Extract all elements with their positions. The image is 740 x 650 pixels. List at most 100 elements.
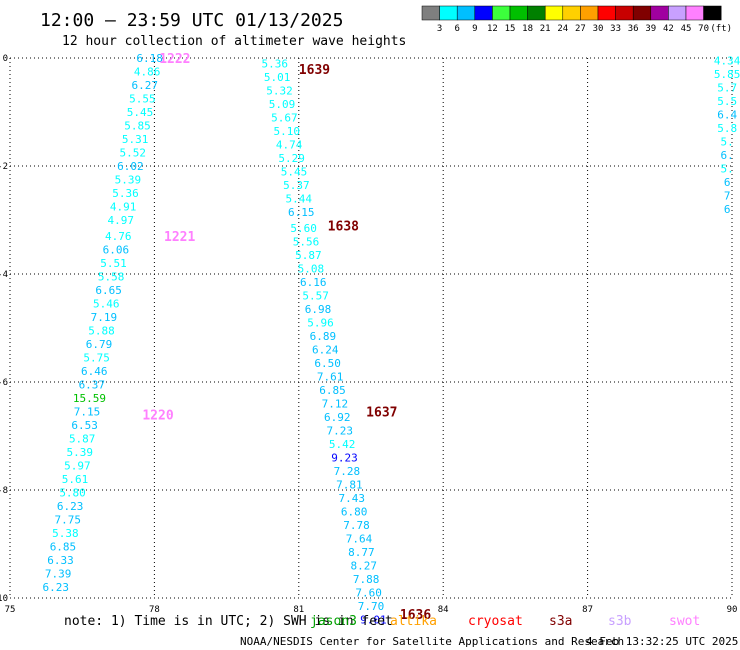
legend-swatch <box>632 5 652 21</box>
wave-height-value: 7.75 <box>55 514 82 527</box>
wave-height-value: 6 <box>724 176 731 189</box>
wave-height-value: 9.23 <box>331 452 358 465</box>
legend-label: 18 <box>522 24 533 34</box>
wave-height-value: 7.39 <box>45 568 72 581</box>
wave-height-value: 6 <box>724 203 731 216</box>
wave-height-value: 5.85 <box>714 68 740 81</box>
wave-height-value: 6.24 <box>312 344 339 357</box>
wave-height-value: 7.28 <box>334 465 361 478</box>
wave-height-value: 5.38 <box>52 527 79 540</box>
wave-height-value: 5.88 <box>88 325 115 338</box>
wave-height-value: 5.39 <box>115 174 142 187</box>
wave-height-value: 5.45 <box>281 165 308 178</box>
wave-height-value: 7.12 <box>322 398 349 411</box>
wave-height-value: 5.32 <box>266 84 293 97</box>
legend-swatch <box>597 5 616 21</box>
wave-height-value: 4.74 <box>276 138 303 151</box>
wave-height-value: 6.33 <box>47 554 74 567</box>
wave-height-value: 6.85 <box>50 541 77 554</box>
timestamp-text: 4 Feb 13:32:25 UTC 2025 <box>586 635 738 648</box>
wave-height-value: 6.06 <box>103 244 130 257</box>
legend-swatch <box>685 5 704 21</box>
legend-label: 45 <box>681 24 692 34</box>
wave-height-value: 5.60 <box>290 222 317 235</box>
wave-height-value: 5.01 <box>264 71 291 84</box>
legend-label: 70 <box>698 24 709 34</box>
wave-height-value: 6.37 <box>79 379 106 392</box>
x-tick-label: 84 <box>438 605 449 615</box>
time-label: 1220 <box>142 408 173 423</box>
wave-height-value: 7.23 <box>326 425 353 438</box>
legend-swatch <box>492 5 511 21</box>
legend-label: 30 <box>593 24 604 34</box>
wave-height-value: 6.23 <box>57 500 84 513</box>
wave-height-value: 5.87 <box>69 433 96 446</box>
legend-swatch <box>703 5 722 21</box>
data-labels: 6.184.866.275.555.455.855.315.526.025.39… <box>42 52 740 627</box>
wave-height-value: 6.46 <box>81 365 108 378</box>
wave-height-value: 6.89 <box>310 330 337 343</box>
wave-height-value: 5.37 <box>283 179 310 192</box>
wave-height-value: 4.76 <box>105 230 132 243</box>
y-tick-label: 0 <box>3 54 8 64</box>
wave-height-value: 5.09 <box>269 98 296 111</box>
wave-height-value: 7.70 <box>358 600 385 613</box>
legend-label: (ft) <box>710 24 732 34</box>
wave-height-value: 6.50 <box>314 357 341 370</box>
legend-swatch <box>615 5 634 21</box>
y-tick-label: -10 <box>0 594 8 604</box>
satellite-name: altika <box>390 614 437 629</box>
wave-height-value: 5.56 <box>293 236 320 249</box>
wave-height-value: 4.86 <box>134 66 161 79</box>
wave-height-value: 7 <box>724 190 731 203</box>
legend-swatch <box>650 5 669 21</box>
wave-height-value: 7.88 <box>353 573 380 586</box>
wave-height-value: 5.36 <box>112 187 139 200</box>
wave-height-value: 6.02 <box>117 160 144 173</box>
wave-height-value: 5.58 <box>98 271 125 284</box>
satellite-legend: jason3 altika cryosat s3a s3b swot <box>310 614 700 629</box>
wave-height-value: 7.81 <box>336 479 363 492</box>
footnote: note: 1) Time is in UTC; 2) SWH is in fe… <box>64 614 393 629</box>
legend-label: 3 <box>437 24 442 34</box>
y-tick-label: -6 <box>0 378 8 388</box>
legend-swatch <box>456 5 476 21</box>
x-tick-label: 90 <box>727 605 738 615</box>
wave-height-value: 6. <box>721 149 734 162</box>
wave-height-value: 9.01 <box>360 614 387 627</box>
time-label: 1221 <box>164 230 195 245</box>
legend-label: 27 <box>575 24 586 34</box>
wave-height-value: 7.43 <box>338 492 365 505</box>
legend-swatch <box>544 5 564 21</box>
wave-height-value: 5.29 <box>278 152 305 165</box>
wave-height-value: 7.60 <box>355 587 382 600</box>
legend-label: 33 <box>610 24 621 34</box>
wave-height-value: 6.98 <box>305 303 332 316</box>
legend-swatch <box>580 5 599 21</box>
wave-height-value: 5.67 <box>271 111 298 124</box>
satellite-name: s3a <box>549 614 572 629</box>
wave-height-value: 5.57 <box>302 290 329 303</box>
wave-height-value: 5.75 <box>83 352 110 365</box>
time-label: 1638 <box>328 219 359 234</box>
legend-swatch <box>668 5 687 21</box>
x-tick-label: 75 <box>5 605 16 615</box>
chart-title: 12:00 — 23:59 UTC 01/13/2025 <box>40 10 343 31</box>
wave-height-value: 5. <box>721 136 734 149</box>
satellite-name: jason3 <box>310 614 357 629</box>
satellite-name: cryosat <box>468 614 523 629</box>
wave-height-value: 5.44 <box>286 192 313 205</box>
wave-height-value: 8.77 <box>348 546 375 559</box>
legend-swatch <box>509 5 528 21</box>
legend-label: 24 <box>557 24 568 34</box>
legend-label: 15 <box>505 24 516 34</box>
wave-height-value: 6.92 <box>324 411 351 424</box>
legend-label: 6 <box>454 24 459 34</box>
legend-swatch <box>439 5 458 21</box>
plot-grid <box>9 57 733 599</box>
y-tick-label: -8 <box>0 486 8 496</box>
wave-height-value: 6.16 <box>300 276 327 289</box>
satellite-name: s3b <box>608 614 632 629</box>
wave-height-value: 6.53 <box>71 419 98 432</box>
